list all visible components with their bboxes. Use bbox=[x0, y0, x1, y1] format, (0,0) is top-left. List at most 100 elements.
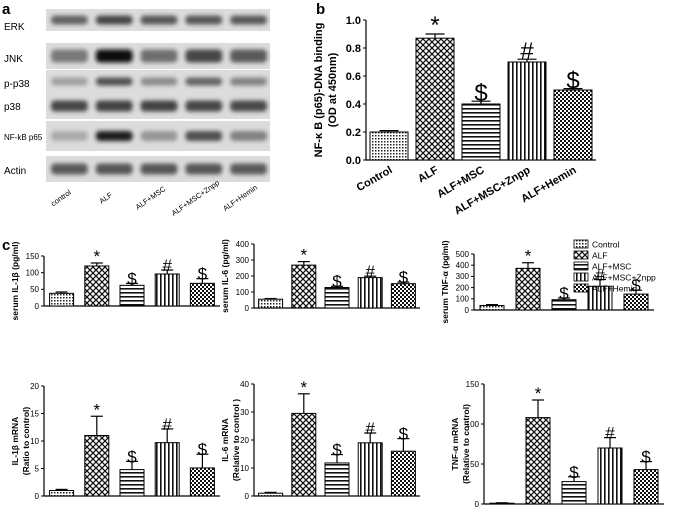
legend-swatch bbox=[573, 239, 589, 249]
chart-il1b-mrna: 0 5 10 15 20 IL-1β mRNA (Ratio to control) * $ # $ bbox=[10, 382, 220, 501]
y-tick-label: 100 bbox=[456, 295, 470, 304]
y-tick-label: 300 bbox=[236, 256, 250, 265]
y-tick-label: 0 bbox=[245, 492, 250, 501]
blot-band bbox=[95, 131, 133, 141]
bar bbox=[479, 305, 505, 311]
y-tick-label: 150 bbox=[466, 380, 480, 389]
y-tick-label: 200 bbox=[456, 283, 470, 292]
bar bbox=[415, 37, 455, 161]
blot-band bbox=[95, 100, 133, 112]
blot-band bbox=[51, 49, 88, 63]
blot-band bbox=[95, 163, 133, 175]
legend-label: ALF bbox=[592, 251, 608, 261]
significance-mark: $ bbox=[566, 68, 579, 95]
y-axis-label: (OD at 450nm) bbox=[327, 52, 339, 127]
significance-mark: * bbox=[300, 246, 307, 265]
y-tick-label: 0 bbox=[35, 492, 40, 501]
blot-band bbox=[185, 163, 223, 175]
y-tick-label: 0.2 bbox=[346, 127, 361, 139]
blot-band bbox=[185, 131, 223, 141]
panel-letter-c: c bbox=[2, 237, 10, 254]
blot-band bbox=[51, 131, 88, 141]
y-tick-label: 30 bbox=[240, 408, 249, 417]
y-tick-label: 0 bbox=[245, 304, 250, 313]
blot-band bbox=[230, 131, 267, 141]
legend-swatch bbox=[573, 272, 589, 282]
significance-mark: * bbox=[93, 247, 100, 266]
legend-label: ALF+Hemin bbox=[592, 284, 637, 294]
legend-swatch bbox=[573, 250, 589, 260]
y-axis-label: IL-1β mRNA bbox=[10, 417, 20, 466]
bar bbox=[461, 103, 501, 161]
bar bbox=[525, 417, 551, 505]
western-blot: ERK JNK p-p38 p38 NF-kB p65 Actin control ALF AL… bbox=[4, 9, 270, 218]
y-tick-label: 10 bbox=[240, 464, 249, 473]
blot-band bbox=[185, 49, 223, 63]
bar bbox=[154, 273, 180, 307]
legend-label: Control bbox=[592, 240, 620, 250]
y-tick-label: 500 bbox=[456, 250, 470, 259]
significance-mark: # bbox=[595, 266, 605, 285]
blot-label: p-p38 bbox=[4, 79, 30, 90]
y-tick-label: 50 bbox=[470, 460, 479, 469]
bar bbox=[189, 467, 215, 497]
significance-mark: $ bbox=[631, 276, 641, 295]
x-tick-label: ALF bbox=[416, 164, 441, 185]
blot-band bbox=[140, 15, 178, 25]
blot-band bbox=[140, 100, 178, 112]
legend-label: ALF+MSC+Znpp bbox=[592, 273, 656, 283]
blot-band bbox=[230, 163, 267, 175]
blot-band bbox=[51, 77, 88, 86]
chart-il6-mrna: 0 10 20 30 40 IL-6 mRNA (Relative to control )… bbox=[220, 378, 420, 501]
x-tick-label: ALF+MSC+Znpp bbox=[452, 164, 532, 217]
significance-mark: # bbox=[605, 424, 615, 443]
chart-serum-tnfa: 0 100 200 300 400 500 serum TNF-α (pg/ml) * $ # $ bbox=[440, 240, 654, 324]
y-axis-label: IL-6 mRNA bbox=[220, 418, 230, 461]
blot-band bbox=[51, 163, 88, 175]
blot-band bbox=[230, 100, 267, 112]
blot-band bbox=[140, 49, 178, 63]
significance-mark: $ bbox=[399, 268, 409, 287]
x-tick-label: Control bbox=[355, 164, 395, 194]
y-tick-label: 0 bbox=[475, 500, 480, 509]
y-axis-label: (Ratio to control) bbox=[21, 407, 31, 476]
legend-label: ALF+MSC bbox=[592, 262, 631, 272]
blot-label: Actin bbox=[4, 166, 26, 177]
blot-band bbox=[230, 49, 267, 63]
blot-lane-label: control bbox=[49, 188, 73, 208]
bar bbox=[189, 282, 215, 307]
bar bbox=[49, 292, 75, 307]
significance-mark: * bbox=[93, 400, 100, 419]
bar bbox=[258, 298, 284, 309]
bar bbox=[597, 447, 623, 505]
bar bbox=[623, 293, 649, 311]
y-tick-label: 150 bbox=[26, 252, 40, 261]
panel-letter-b: b bbox=[316, 1, 325, 18]
legend-swatch bbox=[573, 261, 589, 271]
y-axis-label: serum IL-1β (pg/ml) bbox=[10, 241, 20, 320]
bar bbox=[561, 481, 587, 505]
significance-mark: $ bbox=[641, 448, 651, 467]
bar bbox=[258, 492, 284, 497]
y-tick-label: 400 bbox=[236, 240, 250, 249]
bar bbox=[507, 61, 547, 161]
significance-mark: $ bbox=[474, 80, 487, 107]
bar bbox=[633, 469, 659, 505]
y-axis-label: NF-κ B (p65)-DNA binding bbox=[313, 23, 325, 158]
bar bbox=[49, 490, 75, 497]
y-tick-label: 100 bbox=[236, 288, 250, 297]
bar bbox=[84, 265, 110, 307]
blot-band bbox=[95, 77, 133, 86]
bar bbox=[390, 283, 416, 309]
significance-mark: # bbox=[162, 256, 172, 275]
y-tick-label: 200 bbox=[236, 272, 250, 281]
bar bbox=[119, 469, 145, 497]
significance-mark: # bbox=[365, 419, 375, 438]
bar bbox=[154, 442, 180, 497]
blot-band bbox=[140, 77, 178, 86]
significance-mark: $ bbox=[127, 447, 137, 466]
significance-mark: $ bbox=[332, 441, 342, 460]
blot-band bbox=[51, 100, 88, 112]
significance-mark: $ bbox=[198, 265, 208, 284]
